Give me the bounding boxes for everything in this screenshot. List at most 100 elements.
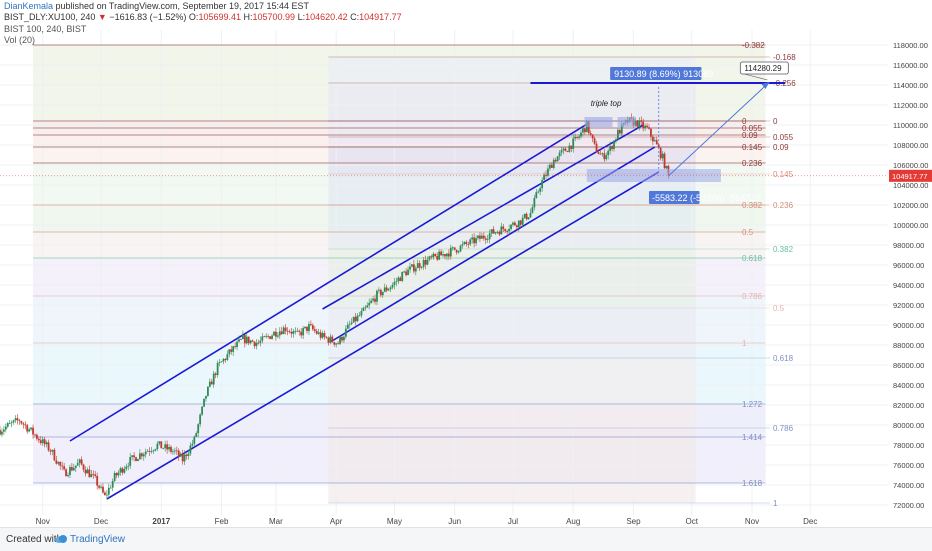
target-callout-label: 114280.29 [744, 64, 782, 73]
candle-body [255, 342, 258, 347]
candle-body [47, 442, 50, 451]
candle-body [195, 433, 198, 437]
y-tick-label: 98000.00 [893, 241, 924, 250]
symbol-label: BIST_DLY:XU100, 240 [4, 12, 96, 22]
candle-body [572, 138, 575, 149]
candle-body [523, 213, 526, 218]
candle-body [105, 494, 108, 496]
candle-body [350, 322, 353, 324]
candle-body [173, 450, 176, 452]
candle-body [376, 290, 378, 302]
triple-top-box-1 [584, 117, 613, 127]
candle-body [39, 440, 42, 444]
fib-levels: -0.38200.0550.090.1450.2360.3820.50.6180… [33, 41, 796, 508]
triple-top-box-2 [617, 117, 636, 127]
measure-up-box [610, 67, 702, 80]
candle-body [92, 474, 95, 475]
candle-body [527, 217, 530, 220]
candle-body [193, 436, 196, 444]
candle-body [313, 329, 316, 331]
candle-body [22, 423, 25, 425]
candle-body [181, 453, 184, 462]
candle-body [207, 386, 209, 396]
candle-body [158, 441, 161, 444]
candle-body [57, 461, 60, 464]
candle-body [397, 277, 400, 282]
candle-body [412, 264, 415, 272]
candle-body [243, 334, 246, 344]
candle-body [65, 469, 67, 477]
candle-body [296, 330, 299, 332]
candle-body [554, 159, 557, 162]
projection-arrow-icon [761, 82, 770, 89]
tradingview-link[interactable]: TradingView [70, 534, 126, 545]
triple-top-label: triple top [591, 99, 622, 108]
candle-body [335, 343, 338, 345]
candle-body [391, 284, 394, 288]
candle-body [208, 381, 211, 387]
candles [0, 113, 670, 500]
candle-body [366, 305, 369, 308]
candle-body [539, 188, 542, 192]
candle-body [55, 460, 58, 464]
candle-body [449, 247, 452, 257]
candle-body [247, 336, 250, 344]
candle-body [10, 422, 13, 424]
tradingview-logo-icon [55, 535, 67, 543]
candle-body [444, 254, 446, 257]
candle-body [100, 486, 102, 488]
candle-body [2, 429, 5, 432]
candle-body [166, 444, 169, 450]
candle-body [558, 152, 561, 157]
candle-body [502, 226, 505, 230]
y-tick-label: 76000.00 [893, 461, 924, 470]
candle-body [6, 423, 9, 427]
candle-body [609, 146, 612, 151]
candle-body [28, 429, 31, 432]
candle-body [199, 414, 202, 425]
candle-body [131, 455, 134, 457]
footer: Created with TradingView [0, 527, 932, 551]
ohlc-line: BIST_DLY:XU100, 240 ▼ −1616.83 (−1.52%) … [4, 12, 402, 22]
close-value: 104917.77 [359, 12, 402, 22]
candle-body [646, 125, 648, 128]
candle-body [72, 467, 75, 471]
candle-body [162, 448, 165, 449]
candle-body [148, 450, 151, 452]
candle-body [236, 341, 238, 347]
low-value: 104620.42 [305, 12, 348, 22]
candle-body [603, 153, 606, 160]
author-link[interactable]: DianKemala [4, 1, 54, 11]
measure-down-zone [586, 169, 721, 182]
candle-body [383, 287, 386, 292]
fib-label-a: 0 [742, 117, 747, 126]
candle-body [280, 331, 283, 335]
high-value: 105700.99 [252, 12, 296, 22]
candle-body [302, 328, 305, 336]
candle-body [142, 454, 145, 457]
price-chart[interactable]: -0.38200.0550.090.1450.2360.3820.50.6180… [0, 0, 932, 527]
candle-body [321, 333, 324, 338]
candle-body [593, 138, 596, 144]
candle-body [521, 217, 524, 225]
candle-body [438, 251, 441, 260]
candle-body [63, 466, 66, 470]
candle-body [374, 298, 376, 302]
close-label: C: [350, 12, 360, 22]
candle-body [282, 327, 285, 335]
candle-body [422, 259, 425, 267]
candle-body [550, 164, 553, 168]
candle-body [205, 395, 207, 399]
candle-body [480, 235, 483, 239]
current-price-tag [889, 169, 932, 182]
y-tick-label: 114000.00 [893, 81, 928, 90]
fib-band-b [328, 137, 696, 147]
x-tick-label: Mar [269, 517, 283, 526]
candle-body [226, 354, 229, 360]
candle-body [327, 337, 330, 343]
candle-body [232, 346, 235, 352]
candle-body [570, 145, 573, 149]
candle-body [465, 241, 468, 244]
candle-body [309, 324, 312, 326]
candle-body [265, 335, 268, 337]
